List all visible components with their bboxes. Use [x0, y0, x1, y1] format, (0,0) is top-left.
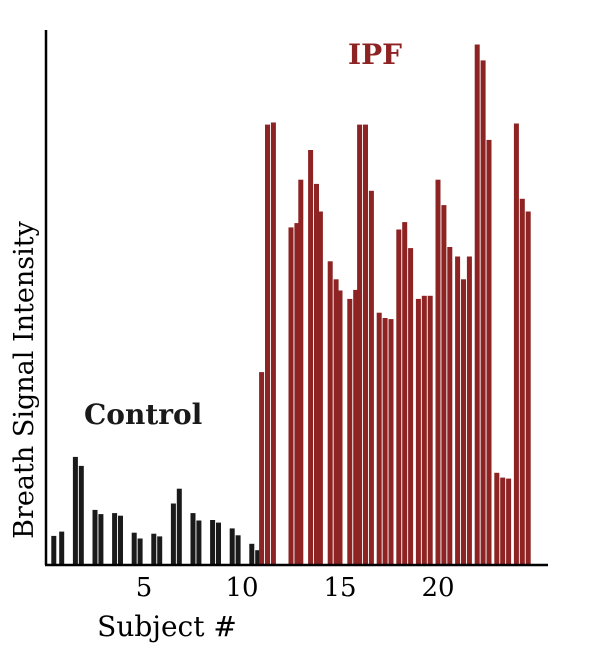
- ipf-bar-22: [402, 222, 408, 565]
- ipf-bar-7: [308, 150, 314, 565]
- ipf-bar-2: [265, 124, 270, 565]
- x-tick-label-20: 20: [421, 573, 454, 603]
- control-bars: [51, 456, 261, 565]
- y-axis-label: Breath Signal Intensity: [9, 220, 40, 538]
- ipf-bar-35: [486, 139, 492, 565]
- ipf-bar-31: [461, 279, 466, 565]
- control-bar-17: [210, 520, 216, 565]
- control-group-label: Control: [84, 398, 202, 431]
- control-bar-3: [72, 456, 78, 565]
- control-bar-4: [78, 465, 84, 565]
- ipf-bar-3: [270, 122, 276, 565]
- control-bar-5: [92, 509, 98, 565]
- ipf-bar-27: [435, 179, 441, 565]
- ipf-bars: [259, 44, 531, 566]
- control-bar-7: [112, 513, 118, 565]
- control-bar-2: [59, 531, 65, 565]
- ipf-bar-33: [474, 44, 480, 565]
- ipf-bar-14: [353, 289, 359, 565]
- ipf-bar-5: [294, 223, 300, 565]
- ipf-bar-24: [415, 298, 421, 565]
- x-tick-label-10: 10: [225, 573, 258, 603]
- ipf-bar-21: [396, 229, 402, 565]
- control-bar-1: [51, 535, 57, 565]
- control-bar-16: [196, 520, 202, 565]
- ipf-bar-16: [363, 124, 368, 565]
- control-bar-15: [190, 513, 196, 565]
- ipf-bar-34: [480, 60, 486, 566]
- ipf-bar-25: [421, 295, 427, 565]
- ipf-bar-8: [314, 183, 319, 565]
- control-bar-10: [137, 538, 143, 565]
- ipf-bar-6: [298, 179, 304, 565]
- ipf-bar-20: [388, 319, 394, 565]
- control-bar-22: [255, 550, 261, 565]
- control-bar-6: [98, 514, 104, 565]
- ipf-bar-18: [376, 312, 382, 565]
- ipf-bar-41: [525, 211, 531, 565]
- control-bar-8: [118, 515, 123, 565]
- ipf-bar-30: [455, 256, 461, 565]
- ipf-bar-29: [447, 247, 453, 565]
- ipf-bar-1: [259, 372, 265, 565]
- control-bar-12: [157, 536, 163, 565]
- ipf-bar-19: [382, 318, 388, 565]
- control-bar-21: [249, 543, 255, 565]
- control-bar-18: [216, 522, 221, 565]
- control-bar-9: [131, 532, 137, 565]
- ipf-bar-10: [327, 261, 333, 565]
- ipf-bar-39: [513, 123, 519, 565]
- ipf-bar-26: [427, 295, 433, 565]
- ipf-bar-40: [519, 198, 525, 566]
- x-tick-labels: 5 10 15 20: [136, 573, 455, 603]
- ipf-bar-28: [441, 205, 447, 565]
- ipf-bar-9: [317, 211, 323, 565]
- ipf-bar-38: [506, 478, 512, 565]
- ipf-bar-23: [408, 248, 414, 565]
- control-bar-19: [229, 528, 235, 565]
- x-axis-label: Subject #: [97, 610, 237, 643]
- x-tick-label-15: 15: [323, 573, 356, 603]
- x-tick-label-5: 5: [136, 573, 153, 603]
- control-bar-13: [170, 503, 176, 565]
- ipf-group-label: IPF: [348, 38, 402, 71]
- control-bar-20: [235, 535, 241, 565]
- ipf-bar-17: [368, 190, 374, 566]
- ipf-bar-15: [357, 124, 363, 565]
- ipf-bar-11: [333, 279, 339, 565]
- ipf-bar-12: [337, 290, 343, 565]
- ipf-bar-4: [288, 227, 294, 565]
- ipf-bar-37: [500, 477, 506, 565]
- ipf-bar-32: [466, 256, 472, 565]
- ipf-bar-13: [347, 298, 353, 565]
- ipf-bar-36: [494, 472, 500, 565]
- control-bar-11: [151, 533, 157, 565]
- control-bar-14: [176, 488, 182, 565]
